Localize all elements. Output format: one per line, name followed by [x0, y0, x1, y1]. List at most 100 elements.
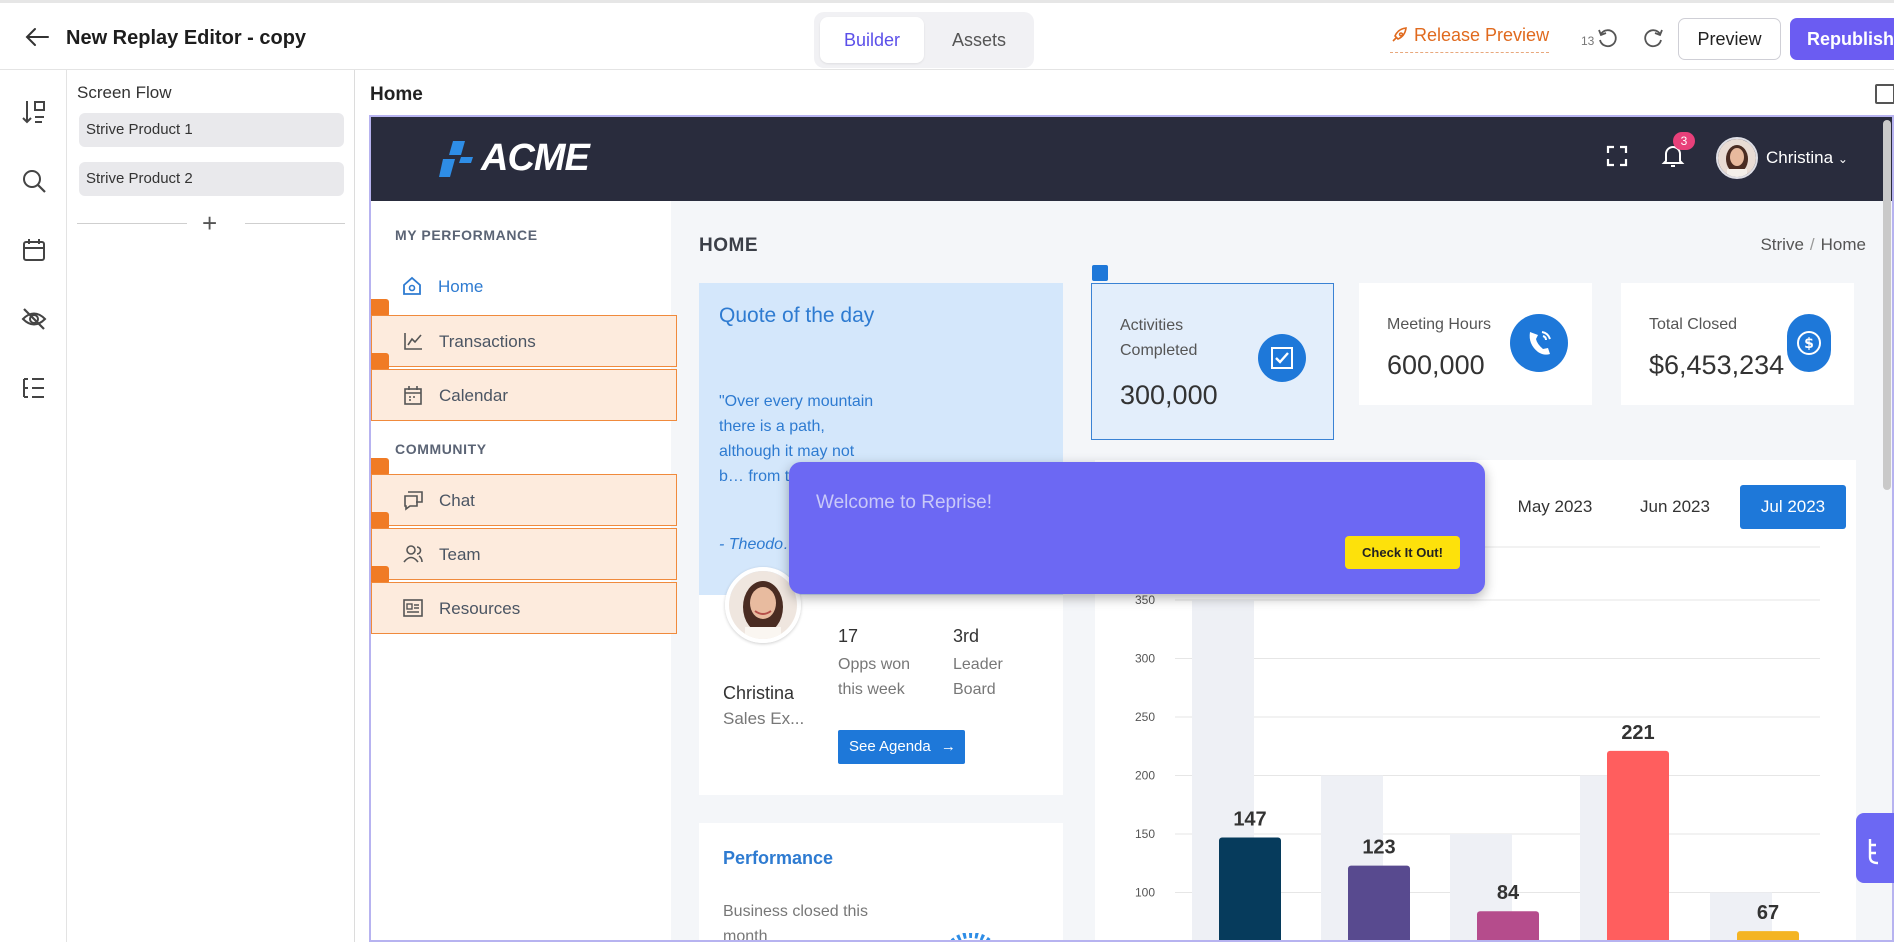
profile-photo: [725, 567, 801, 643]
link-icon[interactable]: [371, 299, 389, 317]
tab-assets[interactable]: Assets: [951, 30, 1007, 50]
sidebar-item-calendar[interactable]: Calendar: [371, 369, 677, 421]
y-tick-label: 150: [1135, 827, 1155, 841]
resources-icon: [403, 599, 423, 617]
list-tree-icon[interactable]: [20, 374, 48, 402]
profile-role: Sales Ex...: [723, 709, 805, 728]
plug-icon: [1868, 839, 1879, 865]
tool-rail: [0, 70, 67, 942]
editor-topbar: New Replay Editor - copy Builder Assets …: [0, 0, 1894, 70]
expand-canvas-icon[interactable]: [1875, 84, 1894, 104]
mode-switch: Builder Assets: [814, 12, 1034, 68]
link-icon[interactable]: [371, 458, 389, 476]
stat-value: 300,000: [1120, 380, 1218, 410]
stat-label: Activities Completed: [1120, 317, 1198, 359]
section-community: COMMUNITY: [395, 441, 487, 457]
check-it-out-button[interactable]: Check It Out!: [1345, 536, 1460, 569]
page-title: HOME: [699, 235, 758, 256]
month-tab[interactable]: May 2023: [1517, 497, 1593, 516]
screen-flow-item[interactable]: Strive Product 2: [79, 162, 344, 196]
y-tick-label: 300: [1135, 652, 1155, 666]
month-tab[interactable]: Jun 2023: [1640, 497, 1710, 516]
dollar-icon: $: [1787, 314, 1831, 372]
notification-badge: 3: [1673, 132, 1695, 150]
link-icon[interactable]: [371, 353, 389, 371]
popup-text: Welcome to Reprise!: [816, 492, 992, 513]
preview-button[interactable]: Preview: [1678, 18, 1781, 60]
stat-value: $6,453,234: [1649, 350, 1785, 380]
sidebar-item-team[interactable]: Team: [371, 528, 677, 580]
comment-marker-icon[interactable]: [1092, 265, 1108, 281]
document-title: New Replay Editor - copy: [66, 27, 307, 49]
breadcrumb: Strive / Home: [1760, 235, 1866, 254]
y-tick-label: 350: [1135, 593, 1155, 607]
scrollbar[interactable]: [1883, 120, 1891, 490]
bar: [1607, 750, 1669, 940]
bar-chart: 100 150 200 250 300 350 147 123 84 221 67: [1135, 546, 1820, 940]
chevron-down-icon: ⌄: [1837, 152, 1848, 166]
release-preview-link[interactable]: Release Preview: [1390, 25, 1550, 53]
stat-value: 600,000: [1387, 350, 1485, 380]
leaderboard-value: 3rd: [953, 626, 980, 646]
avatar[interactable]: [1716, 137, 1758, 179]
quote-title: Quote of the day: [719, 304, 875, 327]
app-header: ACME 3 Christina ⌄: [371, 117, 1892, 201]
bar-value-label: 123: [1362, 837, 1395, 859]
bar-value-label: 67: [1757, 902, 1779, 924]
screen-flow-item[interactable]: Strive Product 1: [79, 113, 344, 147]
fullscreen-icon[interactable]: [1605, 144, 1629, 168]
home-icon: [403, 276, 421, 295]
rocket-icon: [1392, 27, 1407, 42]
screen-name: Home: [370, 84, 423, 105]
search-icon[interactable]: [20, 167, 48, 195]
opps-won-value: 17: [838, 626, 859, 646]
month-tab-active[interactable]: Jul 2023: [1740, 485, 1846, 529]
bar: [1477, 911, 1539, 940]
sidebar-item-resources[interactable]: Resources: [371, 582, 677, 634]
release-preview-label: Release Preview: [1414, 25, 1550, 45]
bar-value-label: 84: [1497, 882, 1520, 904]
arrow-right-icon: →: [940, 738, 956, 755]
eye-hidden-icon[interactable]: [20, 305, 48, 333]
sidebar-item-label: Resources: [439, 599, 521, 618]
undo-icon[interactable]: [1596, 27, 1618, 49]
section-my-performance: MY PERFORMANCE: [395, 227, 538, 243]
sidebar-item-transactions[interactable]: Transactions: [371, 315, 677, 367]
profile-name: Christina: [723, 683, 795, 703]
svg-text:$: $: [1804, 336, 1814, 352]
user-menu[interactable]: Christina ⌄: [1766, 148, 1848, 168]
back-arrow-icon[interactable]: [24, 25, 50, 49]
republish-button[interactable]: Republish: [1790, 18, 1894, 60]
tab-builder[interactable]: Builder: [820, 17, 924, 63]
sidebar-item-home[interactable]: Home: [371, 261, 677, 313]
chart-line-icon: [404, 333, 422, 350]
performance-card: Performance Business closed this month: [699, 823, 1063, 940]
calendar-icon[interactable]: [20, 236, 48, 264]
see-agenda-button[interactable]: See Agenda →: [838, 730, 965, 764]
plug-widget-button[interactable]: [1856, 813, 1894, 883]
sort-flow-icon[interactable]: [20, 98, 48, 126]
link-icon[interactable]: [371, 512, 389, 530]
profile-card: Christina Sales Ex... 17 Opps won this w…: [699, 567, 1063, 795]
stat-card-meeting-hours[interactable]: Meeting Hours 600,000: [1359, 283, 1592, 405]
stat-card-total-closed[interactable]: Total Closed $6,453,234 $: [1621, 283, 1854, 405]
performance-title: Performance: [723, 848, 834, 868]
screen-flow-heading: Screen Flow: [77, 83, 172, 102]
link-icon[interactable]: [371, 566, 389, 584]
add-screen-button[interactable]: +: [202, 208, 218, 238]
breadcrumb-item[interactable]: Strive: [1760, 235, 1804, 254]
y-tick-label: 100: [1135, 886, 1155, 900]
divider: [245, 223, 345, 224]
breadcrumb-item: Home: [1820, 235, 1866, 254]
stat-label: Total Closed: [1649, 316, 1738, 333]
leaderboard-label: Leader Board: [953, 656, 1003, 698]
acme-logo-icon: [439, 141, 473, 177]
redo-icon[interactable]: [1643, 27, 1665, 49]
stat-card-activities[interactable]: Activities Completed 300,000: [1091, 283, 1334, 440]
sidebar-item-label: Team: [439, 545, 481, 564]
sidebar-item-chat[interactable]: Chat: [371, 474, 677, 526]
brand-name: ACME: [481, 137, 590, 179]
bar-value-label: 147: [1233, 809, 1266, 831]
calendar-icon: [404, 386, 422, 405]
undo-count: 13: [1581, 34, 1595, 48]
